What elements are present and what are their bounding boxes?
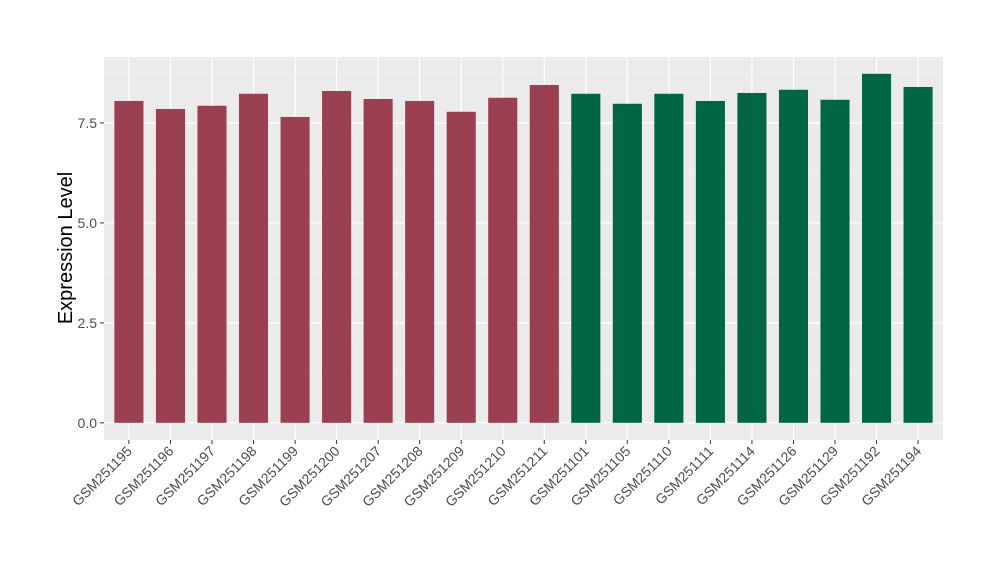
bar-GSM251194: [903, 86, 933, 423]
bar-GSM251111: [695, 100, 725, 423]
y-tick-label: 0.0: [78, 415, 98, 431]
bar-GSM251114: [737, 92, 767, 423]
bar-GSM251200: [322, 90, 352, 423]
bar-GSM251110: [654, 93, 684, 423]
bar-GSM251129: [820, 99, 850, 423]
bar-GSM251208: [405, 100, 435, 423]
bar-GSM251196: [155, 108, 185, 423]
bar-GSM251198: [238, 93, 269, 423]
plot-panel: [104, 57, 943, 440]
bar-GSM251105: [612, 103, 642, 423]
y-tick-label: 5.0: [78, 215, 98, 231]
bar-GSM251210: [488, 97, 518, 423]
bar-GSM251126: [778, 89, 809, 423]
y-tick-label: 2.5: [78, 315, 98, 331]
bar-GSM251197: [197, 105, 227, 423]
bar-GSM251199: [280, 116, 310, 423]
bar-GSM251207: [363, 98, 393, 423]
bar-GSM251101: [571, 93, 601, 423]
bar-GSM251211: [529, 84, 559, 423]
y-axis-label: Expression Level: [55, 172, 77, 324]
bar-GSM251195: [114, 100, 144, 423]
bar-GSM251209: [446, 111, 476, 423]
y-tick-label: 7.5: [78, 115, 98, 131]
bar-GSM251192: [862, 73, 892, 423]
